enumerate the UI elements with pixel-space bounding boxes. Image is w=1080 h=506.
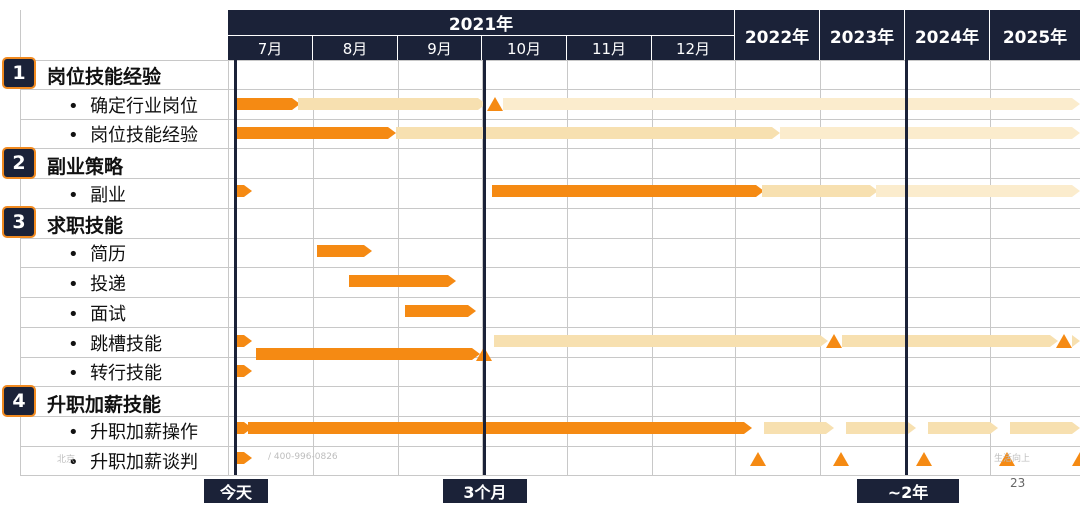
header-year-2022: 2022年 (735, 10, 820, 60)
grid-row-line (20, 148, 1080, 149)
bar-side-job-long (876, 185, 1080, 197)
item-label-interview: • 面试 (68, 304, 127, 325)
grid-row-line (20, 208, 1080, 209)
bar-raise-negotiation-start (236, 452, 252, 464)
grid-col-line (990, 60, 991, 475)
grid-row-line (20, 297, 1080, 298)
grid-row-line (20, 60, 1080, 61)
milestone-triangle (750, 452, 766, 466)
milestone-triangle (1072, 452, 1080, 466)
section-title-4: 升职加薪技能 (47, 394, 162, 416)
grid-row-line (20, 386, 1080, 387)
header-year-2023: 2023年 (820, 10, 905, 60)
item-label-resume: • 简历 (68, 244, 127, 265)
grid-col-line (482, 60, 483, 475)
grid-row-line (20, 119, 1080, 120)
item-label-job-hop: • 跳槽技能 (68, 334, 163, 355)
milestone-triangle (999, 452, 1015, 466)
header-year-2025: 2025年 (990, 10, 1080, 60)
item-label-career-change: • 转行技能 (68, 363, 163, 384)
bar-promotion-ops-plan-3 (928, 422, 998, 434)
bar-side-job-plan (762, 185, 878, 197)
bar-side-job-start (236, 185, 252, 197)
section-badge-3: 3 (2, 206, 36, 238)
header-month-oct: 10月 (482, 35, 567, 60)
bar-role-skills-plan (396, 127, 780, 139)
grid-col-line (652, 60, 653, 475)
watermark-mid: / 400-996-0826 (268, 452, 338, 462)
milestone-line-3-months (483, 60, 486, 475)
section-badge-2: 2 (2, 147, 36, 179)
item-label-apply: • 投递 (68, 274, 127, 295)
grid-row-line (20, 267, 1080, 268)
milestone-triangle (487, 97, 503, 111)
milestone-triangle (833, 452, 849, 466)
bar-resume (317, 245, 372, 257)
grid-row-line (20, 357, 1080, 358)
grid-col-line (228, 60, 229, 475)
bar-promotion-ops-active (248, 422, 752, 434)
section-badge-4: 4 (2, 385, 36, 417)
bar-job-hop-start (236, 335, 252, 347)
section-badge-1: 1 (2, 57, 36, 89)
bar-role-skills-long (780, 127, 1080, 139)
item-label-role-skills: • 岗位技能经验 (68, 125, 199, 146)
header-month-sep: 9月 (398, 35, 482, 60)
bar-career-change-start (236, 365, 252, 377)
milestone-line-today (234, 60, 237, 475)
milestone-triangle (916, 452, 932, 466)
bar-promotion-ops-plan-1 (764, 422, 834, 434)
section-title-3: 求职技能 (47, 215, 124, 237)
grid-col-line (20, 10, 21, 475)
milestone-triangle (1056, 334, 1072, 348)
grid-row-line (20, 178, 1080, 179)
grid-row-line (20, 416, 1080, 417)
bar-interview (405, 305, 476, 317)
bar-apply (349, 275, 456, 287)
milestone-line-2-years (905, 60, 908, 475)
watermark-left: 北京 (57, 455, 76, 465)
grid-row-line (20, 238, 1080, 239)
item-label-raise-negotiation: • 升职加薪谈判 (68, 452, 199, 473)
item-label-promotion-ops: • 升职加薪操作 (68, 422, 199, 443)
milestone-triangle (826, 334, 842, 348)
bar-industry-role-long (503, 98, 1080, 110)
bar-promotion-ops-plan-4 (1010, 422, 1080, 434)
grid-col-line (820, 60, 821, 475)
bar-industry-role-now (236, 98, 300, 110)
bar-role-skills-now (236, 127, 396, 139)
grid-col-line (398, 60, 399, 475)
item-label-industry-role: • 确定行业岗位 (68, 96, 199, 117)
bar-job-hop-plan-2 (842, 335, 1058, 347)
header-month-jul: 7月 (228, 35, 313, 60)
section-title-1: 岗位技能经验 (47, 66, 162, 88)
milestone-label-3-months: 3个月 (443, 479, 527, 503)
header-year-2021: 2021年 (228, 10, 735, 35)
item-label-side-job: • 副业 (68, 185, 127, 206)
grid-col-line (735, 60, 736, 475)
header-month-dec: 12月 (652, 35, 735, 60)
grid-col-line (567, 60, 568, 475)
header-year-2024: 2024年 (905, 10, 990, 60)
section-title-2: 副业策略 (47, 156, 124, 178)
watermark-right: 生活向上 (994, 454, 1031, 464)
bar-promotion-ops-plan-2 (846, 422, 916, 434)
grid-row-line (20, 446, 1080, 447)
milestone-label-today: 今天 (204, 479, 268, 503)
page-number: 23 (1010, 476, 1026, 490)
header-month-nov: 11月 (567, 35, 652, 60)
bar-job-hop-active (256, 348, 480, 360)
bar-job-hop-plan (494, 335, 828, 347)
header-month-aug: 8月 (313, 35, 398, 60)
bar-job-hop-plan-3 (1072, 335, 1080, 347)
grid-col-line (313, 60, 314, 475)
grid-row-line (20, 89, 1080, 90)
milestone-label-2-years: ~2年 (857, 479, 959, 503)
bar-industry-role-plan (298, 98, 486, 110)
grid-row-line (20, 327, 1080, 328)
bar-side-job-active (492, 185, 764, 197)
grid-row-line (20, 475, 1080, 476)
